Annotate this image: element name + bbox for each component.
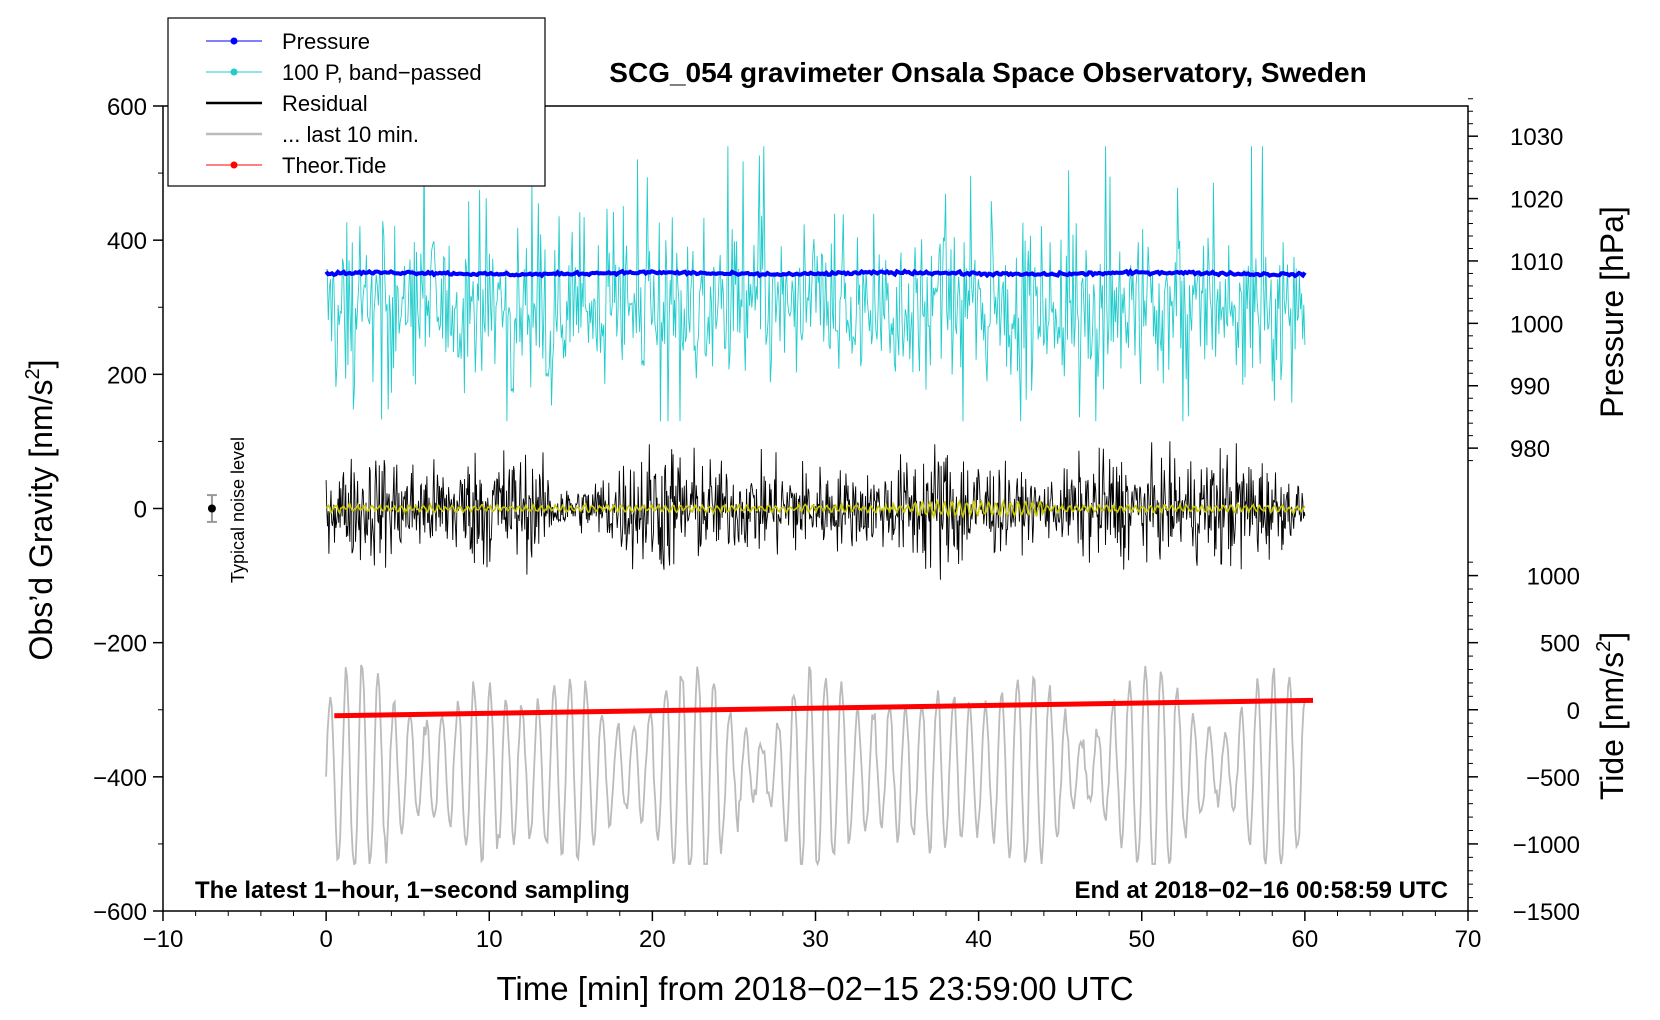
y-left-tick-label: −600: [93, 899, 147, 926]
series-pressure: [324, 268, 1307, 279]
pressure-axis-title: Pressure [hPa]: [1594, 206, 1630, 418]
legend-label: Pressure: [282, 29, 370, 54]
series-filtered-residual: [325, 498, 1306, 520]
tide-tick-label: −1000: [1513, 832, 1580, 859]
tide-tick-label: 0: [1567, 698, 1580, 725]
x-tick-label: −10: [143, 926, 184, 953]
pressure-tick-label: 990: [1510, 374, 1550, 401]
legend-swatch-dot: [230, 37, 238, 45]
end-time-note: End at 2018−02−16 00:58:59 UTC: [1074, 877, 1448, 904]
y-left-tick-label: 600: [107, 94, 147, 121]
y-left-title-main: Obs’d Gravity [nm/s: [23, 380, 59, 661]
x-tick-label: 50: [1128, 926, 1155, 953]
tide-tick-label: 500: [1540, 631, 1580, 658]
legend-label: Theor.Tide: [282, 153, 386, 178]
x-tick-label: 40: [965, 926, 992, 953]
y-left-tick-label: −200: [93, 631, 147, 658]
pressure-tick-label: 980: [1510, 436, 1550, 463]
tide-title-main: Tide [nm/s: [1594, 652, 1630, 800]
y-left-tick-label: −400: [93, 765, 147, 792]
y-left-tick-label: 400: [107, 228, 147, 255]
y-left-tick-label: 0: [134, 497, 147, 524]
series-residual: [325, 441, 1306, 580]
y-left-title-sup: 2: [22, 368, 44, 379]
sampling-note: The latest 1−hour, 1−second sampling: [195, 877, 630, 904]
legend: Pressure 100 P, band−passed Residual ... la…: [167, 17, 546, 187]
x-axis-title: Time [min] from 2018−02−15 23:59:00 UTC: [496, 970, 1133, 1007]
legend-label: Residual: [282, 91, 368, 116]
tide-tick-label: 1000: [1527, 564, 1580, 591]
series-last-10-min: [325, 664, 1306, 867]
tide-tick-label: −500: [1526, 765, 1580, 792]
x-axis: −10 0 10 20 30 40 50 60 70: [143, 911, 1482, 953]
legend-swatch-dot: [230, 161, 238, 169]
legend-label: 100 P, band−passed: [282, 60, 482, 85]
x-tick-label: 10: [476, 926, 503, 953]
y-left-tick-label: 200: [107, 362, 147, 389]
tide-axis-title: Tide [nm/s2]: [1593, 632, 1630, 800]
legend-swatch-dot: [230, 68, 238, 76]
pressure-tick-label: 1020: [1510, 187, 1563, 214]
x-tick-label: 60: [1292, 926, 1319, 953]
y-axis-right-pressure: 1030 1020 1010 1000 990 980: [1468, 98, 1563, 463]
series-theoretical-tide: [334, 697, 1314, 719]
chart-title: SCG_054 gravimeter Onsala Space Observat…: [609, 57, 1366, 88]
legend-label: ... last 10 min.: [282, 122, 419, 147]
series-layer: [324, 146, 1314, 867]
x-tick-label: 70: [1455, 926, 1482, 953]
tide-tick-label: −1500: [1513, 899, 1580, 926]
y-axis-left: 600 400 200 0 −200 −400 −600: [93, 94, 163, 926]
pressure-tick-label: 1000: [1510, 311, 1563, 338]
x-tick-label: 0: [319, 926, 332, 953]
noise-label: Typical noise level: [228, 437, 248, 583]
y-left-title-close: ]: [23, 360, 59, 369]
tide-title-sup: 2: [1593, 641, 1615, 652]
noise-point: [207, 504, 216, 513]
y-axis-right-tide: 1000 500 0 −500 −1000 −1500: [1468, 561, 1580, 926]
pressure-tick-label: 1010: [1510, 249, 1563, 276]
tide-title-close: ]: [1594, 632, 1630, 641]
x-tick-label: 20: [639, 926, 666, 953]
noise-marker: [206, 494, 217, 523]
pressure-tick-label: 1030: [1510, 124, 1563, 151]
series-bandpassed-pressure: [326, 146, 1306, 422]
y-left-axis-title: Obs’d Gravity [nm/s2]: [22, 360, 59, 661]
x-tick-label: 30: [802, 926, 829, 953]
